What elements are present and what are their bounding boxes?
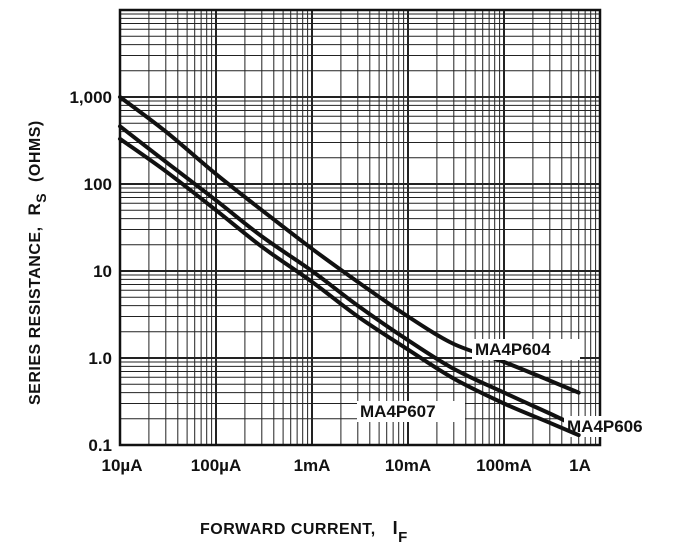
- series-label-ma4p604: MA4P604: [475, 340, 551, 359]
- x-axis-subscript: F: [398, 529, 408, 546]
- series-label-ma4p607: MA4P607: [360, 402, 436, 421]
- series-label-background: [472, 339, 580, 360]
- x-tick-label: 100µA: [191, 456, 241, 475]
- y-axis-unit: (OHMS): [27, 120, 44, 182]
- x-tick-label: 10µA: [102, 456, 143, 475]
- curves: MA4P604 MA4P606 MA4P607: [118, 95, 672, 438]
- series-label-ma4p606: MA4P606: [567, 417, 643, 436]
- y-tick-label: 10: [93, 262, 112, 281]
- y-tick-labels: 0.1 1.0 10 100 1,000: [69, 88, 112, 455]
- series-line-ma4p607: [118, 136, 581, 438]
- y-axis-title: SERIES RESISTANCE, RS (OHMS): [25, 120, 50, 405]
- y-tick-label: 1.0: [88, 349, 112, 368]
- y-tick-label: 0.1: [88, 436, 112, 455]
- series-label-background: [564, 416, 672, 437]
- x-tick-label: 1mA: [294, 456, 331, 475]
- x-tick-label: 100mA: [476, 456, 532, 475]
- grid-lines: [119, 10, 601, 446]
- series-line-ma4p606: [118, 124, 581, 430]
- y-tick-label: 100: [84, 175, 112, 194]
- series-label-background: [357, 401, 465, 422]
- plot-frame: [118, 8, 602, 447]
- x-tick-labels: 10µA 100µA 1mA 10mA 100mA 1A: [102, 456, 591, 475]
- y-tick-label: 1,000: [69, 88, 112, 107]
- y-axis-subscript: S: [33, 193, 49, 203]
- x-axis-symbol: I: [393, 518, 399, 538]
- x-axis-title: FORWARD CURRENT, IF: [200, 518, 408, 546]
- y-axis-label: SERIES RESISTANCE,: [27, 226, 44, 405]
- series-line-ma4p604: [118, 95, 581, 395]
- x-tick-label: 1A: [569, 456, 591, 475]
- y-axis-symbol: R: [25, 203, 44, 216]
- x-axis-label: FORWARD CURRENT,: [200, 521, 376, 538]
- x-tick-label: 10mA: [385, 456, 431, 475]
